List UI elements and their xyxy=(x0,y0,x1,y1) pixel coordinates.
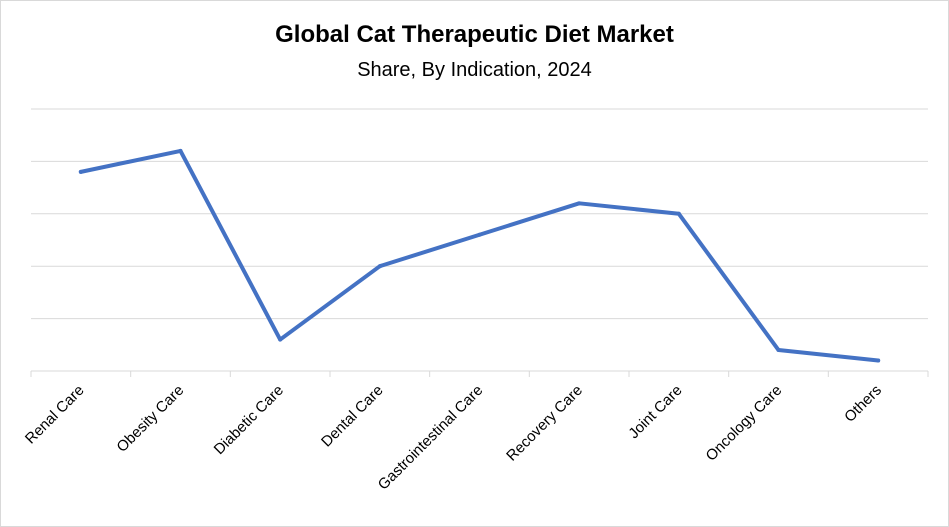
x-tick-label: Renal Care xyxy=(22,382,88,448)
x-tick-label: Oncology Care xyxy=(703,382,786,465)
series-line xyxy=(78,148,881,363)
data-point xyxy=(477,232,482,237)
x-tick-label: Diabetic Care xyxy=(211,382,287,458)
data-point xyxy=(776,348,781,353)
data-point xyxy=(577,201,582,206)
data-point xyxy=(78,169,83,174)
chart-title: Global Cat Therapeutic Diet Market xyxy=(275,21,674,48)
chart-subtitle: Share, By Indication, 2024 xyxy=(357,59,592,81)
data-point xyxy=(876,358,881,363)
x-tick-label: Gastrointestinal Care xyxy=(375,382,487,494)
x-tick-label: Dental Care xyxy=(318,382,387,451)
data-point xyxy=(278,337,283,342)
x-tick-label: Obesity Care xyxy=(113,382,187,456)
x-tick-label: Recovery Care xyxy=(503,382,586,465)
data-point xyxy=(377,264,382,269)
data-point xyxy=(178,148,183,153)
x-tick-label: Others xyxy=(841,382,885,426)
data-point xyxy=(676,211,681,216)
x-tick-label: Joint Care xyxy=(625,382,685,442)
